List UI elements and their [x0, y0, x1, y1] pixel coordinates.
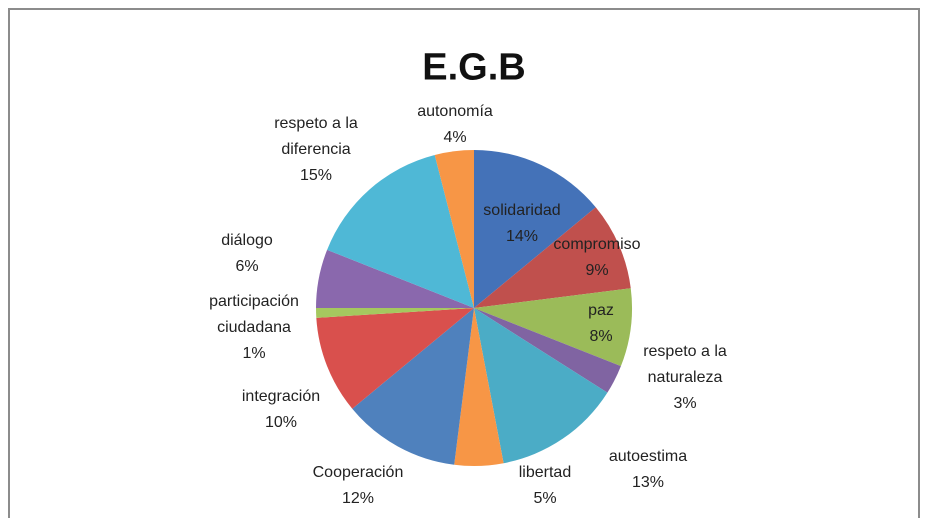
pie-slice	[316, 308, 474, 409]
slice-label: diálogo 6%	[187, 228, 307, 280]
value-label: 8%	[589, 328, 613, 345]
pie-slice	[474, 308, 608, 464]
slice-label: Cooperación 12%	[293, 460, 423, 512]
pie-slice	[434, 150, 474, 308]
pie-slice	[454, 308, 504, 467]
slice-label: libertad 5%	[485, 460, 605, 512]
value-label: 5%	[533, 490, 557, 507]
category-label: libertad	[518, 464, 572, 481]
slice-label: compromiso 9%	[537, 232, 657, 284]
category-label: autonomía	[417, 103, 493, 120]
pie-slice	[352, 308, 474, 465]
chart-frame	[8, 8, 920, 518]
slice-label: respeto a la naturaleza 3%	[630, 339, 740, 417]
category-label: autoestima	[608, 448, 688, 465]
value-label: 1%	[242, 345, 266, 362]
slice-label: solidaridad 14%	[462, 198, 582, 250]
pie-slice	[327, 154, 474, 308]
category-label: participación ciudadana	[209, 293, 299, 336]
slice-label: autoestima 13%	[588, 444, 708, 496]
pie-slice	[474, 150, 596, 308]
category-label: compromiso	[553, 236, 641, 253]
slice-label: respeto a la diferencia 15%	[261, 111, 371, 189]
category-label: integración	[241, 388, 321, 405]
chart-title: E.G.B	[422, 46, 526, 89]
pie-slice	[474, 288, 632, 367]
value-label: 6%	[235, 258, 259, 275]
value-label: 9%	[585, 262, 609, 279]
pie-slice	[316, 249, 474, 308]
slice-label: participación ciudadana 1%	[184, 289, 324, 367]
category-label: paz	[588, 302, 614, 319]
slice-label: integración 10%	[216, 384, 346, 436]
pie-slice	[474, 308, 621, 393]
value-label: 14%	[505, 228, 539, 245]
slice-label: paz 8%	[541, 298, 661, 350]
pie-slice	[474, 207, 631, 308]
value-label: 4%	[443, 129, 467, 146]
pie-slice	[316, 308, 474, 318]
slice-label: autonomía 4%	[395, 99, 515, 151]
value-label: 3%	[673, 395, 697, 412]
category-label: Cooperación	[312, 464, 404, 481]
value-label: 15%	[299, 167, 333, 184]
category-label: respeto a la diferencia	[274, 115, 358, 158]
value-label: 10%	[264, 414, 298, 431]
category-label: diálogo	[221, 232, 273, 249]
value-label: 13%	[631, 474, 665, 491]
category-label: respeto a la naturaleza	[643, 343, 727, 386]
value-label: 12%	[341, 490, 375, 507]
category-label: solidaridad	[483, 202, 561, 219]
